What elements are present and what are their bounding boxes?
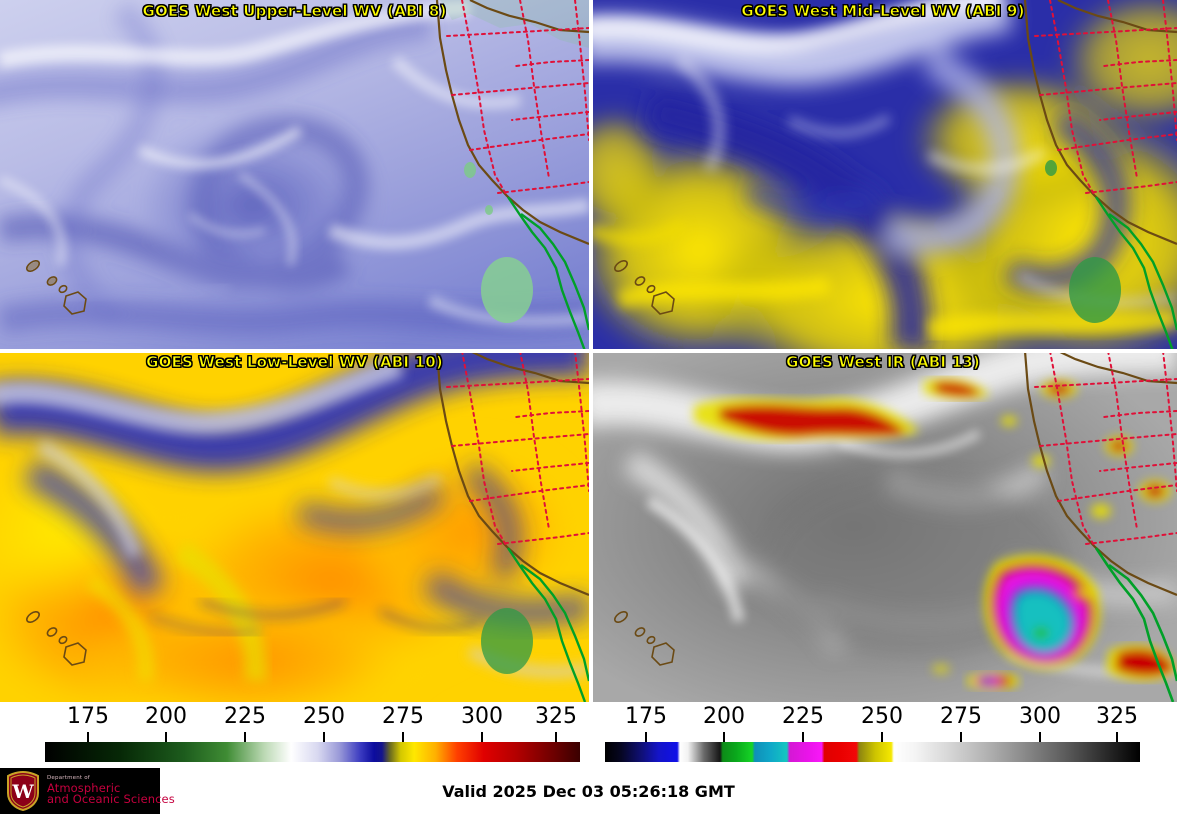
colorbar-right-tick-label: 225 [782,704,824,729]
colorbar-left-ticks [0,732,589,742]
panel-divider-horizontal [0,349,1177,353]
colorbar-left-wv[interactable]: 175 200 225 250 275 300 325 [0,702,589,768]
panel-low-level-wv[interactable]: GOES West Low-Level WV (ABI 10) [0,351,589,702]
colorbar-left-tick-label: 200 [145,704,187,729]
panel-image-upper-level-wv [0,0,589,351]
logo-line-2: and Oceanic Sciences [47,792,175,807]
colorbar-right-ir[interactable]: 175 200 225 250 275 300 325 [589,702,1177,768]
satellite-image-low-level-wv [0,351,589,702]
colorbar-left-tick-label: 300 [461,704,503,729]
footer: Valid 2025 Dec 03 05:26:18 GMT W Departm… [0,768,1177,820]
uw-aos-logo[interactable]: W Department of Atmospheric and Oceanic … [0,768,175,814]
panel-ir[interactable]: GOES West IR (ABI 13) [589,351,1177,702]
panel-mid-level-wv[interactable]: GOES West Mid-Level WV (ABI 9) [589,0,1177,351]
uw-crest-icon: W [5,770,41,812]
colorbar-left-labels: 175 200 225 250 275 300 325 [0,702,589,732]
satellite-panel-grid: GOES West Upper-Level WV (ABI 8) [0,0,1177,702]
colorbar-right-labels: 175 200 225 250 275 300 325 [589,702,1177,732]
svg-text:W: W [11,781,34,803]
uw-aos-logo-text: Department of Atmospheric and Oceanic Sc… [47,774,175,807]
colorbar-left-tick-label: 250 [303,704,345,729]
logo-line-1: Atmospheric [47,780,121,795]
colorbar-right-gradient [605,742,1140,762]
panel-image-ir [589,351,1177,702]
colorbar-right-tick-label: 275 [940,704,982,729]
colorbar-left-tick-label: 175 [67,704,109,729]
colorbar-left-tick-label: 325 [535,704,577,729]
colorbar-left-tick-label: 225 [224,704,266,729]
colorbar-right-tick-label: 250 [861,704,903,729]
colorbar-zone: 175 200 225 250 275 300 325 175 200 225 … [0,702,1177,768]
colorbar-left-tick-label: 275 [382,704,424,729]
colorbar-left-gradient [45,742,580,762]
colorbar-right-tick-label: 325 [1096,704,1138,729]
logo-department-line: Department of [47,774,90,781]
colorbar-right-tick-label: 300 [1019,704,1061,729]
satellite-image-mid-level-wv [589,0,1177,351]
valid-time-label: Valid 2025 Dec 03 05:26:18 GMT [442,781,735,801]
panel-image-mid-level-wv [589,0,1177,351]
satellite-image-upper-level-wv [0,0,589,351]
colorbar-right-tick-label: 175 [625,704,667,729]
colorbar-right-ticks [589,732,1177,742]
colorbar-right-tick-label: 200 [703,704,745,729]
satellite-image-ir [589,351,1177,702]
panel-upper-level-wv[interactable]: GOES West Upper-Level WV (ABI 8) [0,0,589,351]
panel-image-low-level-wv [0,351,589,702]
